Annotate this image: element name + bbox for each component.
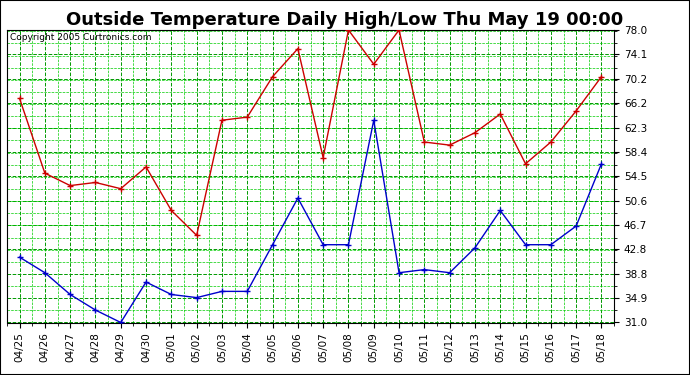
Text: Outside Temperature Daily High/Low Thu May 19 00:00: Outside Temperature Daily High/Low Thu M… (66, 11, 624, 29)
Text: Copyright 2005 Curtronics.com: Copyright 2005 Curtronics.com (10, 33, 151, 42)
